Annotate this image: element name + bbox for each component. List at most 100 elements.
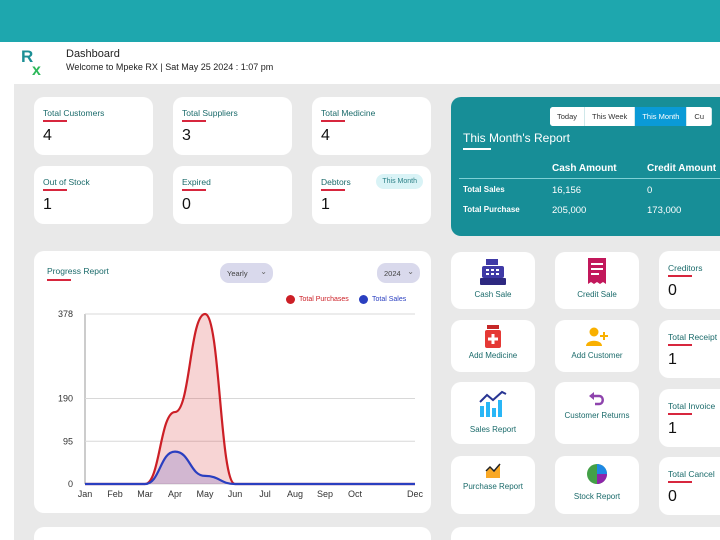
bottom-card-left — [34, 527, 431, 540]
stat-value: 0 — [668, 282, 677, 299]
stock-report-button[interactable]: Stock Report — [555, 456, 639, 514]
purchase-report-button[interactable]: Purchase Report — [451, 456, 535, 514]
receipt-icon — [588, 258, 606, 284]
area-chart-icon — [485, 463, 501, 478]
stat-card-debtors[interactable]: Debtors 1 This Month — [312, 166, 431, 224]
add-medicine-button[interactable]: Add Medicine — [451, 320, 535, 372]
total-purchase-credit: 173,000 — [647, 205, 682, 216]
action-label: Customer Returns — [564, 411, 630, 420]
stat-card-total-receipt[interactable]: Total Receipt 1 — [659, 320, 720, 378]
svg-text:x: x — [32, 62, 41, 77]
chevron-down-icon: ⌄ — [407, 267, 414, 276]
stat-label: Total Invoice — [668, 401, 716, 411]
y-tick-label: 95 — [63, 436, 73, 446]
stat-value: 1 — [321, 196, 330, 213]
stat-value: 0 — [182, 196, 191, 213]
total-sales-credit: 0 — [647, 185, 653, 196]
chevron-down-icon: ⌄ — [260, 267, 267, 276]
stat-underline — [668, 344, 692, 346]
y-tick-label: 378 — [58, 309, 73, 319]
x-tick-label: Sep — [317, 489, 333, 499]
return-arrow-icon — [589, 392, 604, 406]
stat-underline — [321, 189, 345, 191]
report-divider — [459, 178, 720, 179]
stat-card-total-invoice[interactable]: Total Invoice 1 — [659, 389, 720, 447]
tab-this-month[interactable]: This Month — [635, 107, 688, 126]
legend-purchases[interactable]: Total Purchases — [286, 295, 349, 304]
cash-register-icon — [480, 259, 506, 285]
x-tick-label: Mar — [137, 489, 153, 499]
stat-card-suppliers[interactable]: Total Suppliers 3 — [173, 97, 292, 155]
stat-underline — [668, 275, 692, 277]
report-title: This Month's Report — [463, 131, 570, 145]
report-period-tabs: Today This Week This Month Cu — [550, 107, 713, 126]
stat-label: Total Cancel — [668, 469, 715, 479]
stat-value: 3 — [182, 127, 191, 144]
x-tick-label: Jan — [78, 489, 93, 499]
stat-value: 4 — [321, 127, 330, 144]
stat-underline — [182, 120, 206, 122]
stat-underline — [43, 120, 67, 122]
side-strip — [0, 42, 14, 540]
action-label: Sales Report — [469, 425, 517, 434]
rx-logo-icon: R x — [21, 47, 41, 77]
this-month-badge[interactable]: This Month — [376, 174, 423, 189]
stat-label: Creditors — [668, 263, 703, 273]
row-label-total-sales: Total Sales — [463, 185, 505, 194]
add-customer-button[interactable]: Add Customer — [555, 320, 639, 372]
stat-value: 1 — [43, 196, 52, 213]
legend-label: Total Sales — [372, 296, 407, 303]
series-line-sales — [85, 450, 415, 486]
total-purchase-cash: 205,000 — [552, 205, 587, 216]
total-sales-cash: 16,156 — [552, 185, 582, 196]
sales-report-button[interactable]: Sales Report — [451, 382, 535, 444]
credit-sale-button[interactable]: Credit Sale — [555, 252, 639, 309]
pie-chart-icon — [587, 464, 607, 484]
tab-custom[interactable]: Cu — [687, 107, 713, 126]
stat-underline — [668, 413, 692, 415]
stat-card-expired[interactable]: Expired 0 — [173, 166, 292, 224]
stat-underline — [321, 120, 345, 122]
tab-this-week[interactable]: This Week — [585, 107, 636, 126]
top-bar — [0, 0, 720, 42]
customer-returns-button[interactable]: Customer Returns — [555, 382, 639, 444]
action-label: Add Customer — [571, 351, 623, 360]
progress-chart: 0 95 190 378 Jan Feb Mar Apr May Jun Jul Aug Sep Oct D… — [58, 309, 424, 499]
stat-card-medicine[interactable]: Total Medicine 4 — [312, 97, 431, 155]
stat-value: 1 — [668, 351, 677, 368]
stat-label: Total Receipt — [668, 332, 718, 342]
stat-value: 0 — [668, 488, 677, 505]
period-select[interactable]: Yearly ⌄ — [220, 263, 273, 283]
cash-sale-button[interactable]: Cash Sale — [451, 252, 535, 309]
y-tick-label: 0 — [68, 479, 73, 489]
col-credit-amount: Credit Amount — [647, 163, 717, 174]
stat-card-out-of-stock[interactable]: Out of Stock 1 — [34, 166, 153, 224]
progress-report-card: Progress Report Yearly ⌄ 2024 ⌄ Total Pu… — [34, 251, 431, 513]
legend-sales[interactable]: Total Sales — [359, 295, 406, 304]
progress-report-title: Progress Report — [47, 266, 109, 276]
year-select[interactable]: 2024 ⌄ — [377, 263, 420, 283]
progress-title-underline — [47, 279, 71, 281]
action-label: Stock Report — [573, 492, 621, 501]
stat-label: Debtors — [321, 177, 351, 187]
monthly-report-panel: Today This Week This Month Cu This Month… — [451, 97, 720, 236]
report-title-underline — [463, 148, 491, 150]
welcome-subtitle: Welcome to Mpeke RX | Sat May 25 2024 : … — [66, 62, 274, 72]
x-tick-label: Jul — [259, 489, 271, 499]
stat-card-creditors[interactable]: Creditors 0 — [659, 251, 720, 309]
x-tick-label: Dec — [407, 489, 424, 499]
stat-label: Total Suppliers — [182, 108, 238, 118]
legend-swatch-sales — [359, 295, 368, 304]
add-user-icon — [586, 327, 608, 346]
stat-underline — [182, 189, 206, 191]
legend-label: Total Purchases — [299, 296, 349, 303]
action-label: Credit Sale — [577, 290, 617, 299]
page-header: R x Dashboard Welcome to Mpeke RX | Sat … — [14, 42, 720, 84]
x-tick-label: Feb — [107, 489, 123, 499]
tab-today[interactable]: Today — [550, 107, 586, 126]
stat-card-customers[interactable]: Total Customers 4 — [34, 97, 153, 155]
y-tick-label: 190 — [58, 394, 73, 404]
stat-card-total-cancel[interactable]: Total Cancel 0 — [659, 457, 720, 515]
year-select-value: 2024 — [384, 269, 401, 278]
col-cash-amount: Cash Amount — [552, 163, 617, 174]
